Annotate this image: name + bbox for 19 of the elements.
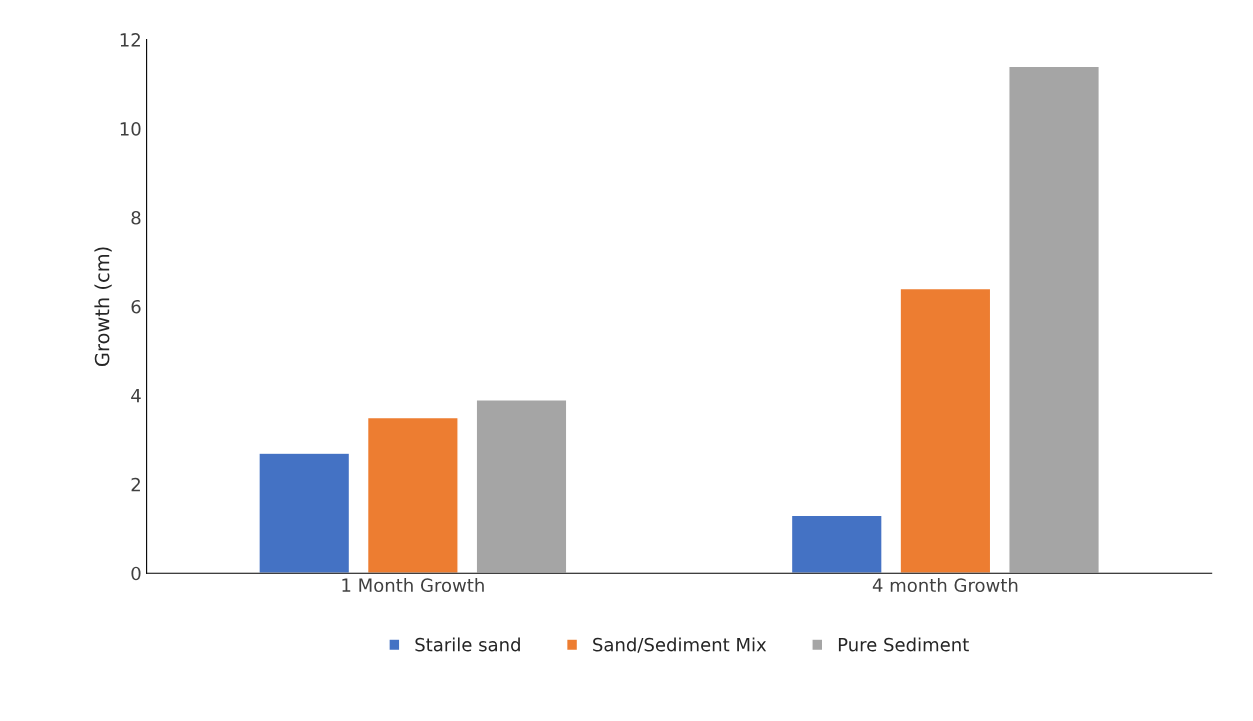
legend-label: Starile sand	[415, 637, 520, 652]
bar	[899, 287, 992, 574]
y-axis-title: Growth (cm)	[94, 247, 112, 367]
x-tick-label: 1 Month Growth	[342, 578, 484, 593]
bar	[1008, 65, 1100, 574]
y-tick-label: 6	[131, 299, 141, 314]
bar	[790, 514, 883, 574]
bar	[366, 416, 459, 574]
y-tick-label: 10	[120, 122, 141, 136]
legend-label: Sand/Sediment Mix	[593, 637, 767, 653]
bar	[258, 452, 351, 574]
bar	[475, 399, 568, 574]
x-tick-label: 4 month Growth	[872, 578, 1018, 593]
legend-label: Pure Sediment	[838, 637, 969, 652]
y-tick-label: 4	[131, 389, 141, 403]
y-tick-label: 0	[131, 566, 141, 581]
y-tick-label: 8	[131, 210, 141, 225]
y-tick-label: 2	[131, 477, 140, 492]
y-tick-label: 12	[120, 33, 140, 47]
